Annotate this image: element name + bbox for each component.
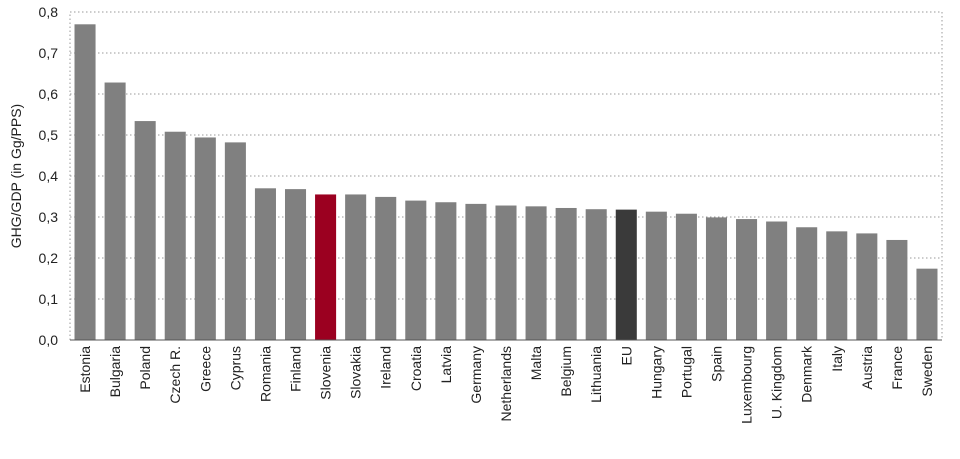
- x-tick-label: Slovakia: [348, 346, 364, 399]
- x-tick-label: Spain: [708, 346, 724, 382]
- y-tick-label: 0,8: [39, 4, 59, 20]
- bar-austria: [856, 233, 878, 340]
- x-tick-label: Romania: [257, 346, 273, 402]
- x-tick-label: Belgium: [558, 346, 574, 397]
- bar-sweden: [916, 268, 938, 340]
- x-tick-label: Lithuania: [588, 346, 604, 403]
- x-tick-label: Denmark: [799, 345, 815, 403]
- bar-eu: [615, 209, 637, 340]
- bar-lithuania: [585, 209, 607, 340]
- x-tick-label: Estonia: [77, 346, 93, 393]
- bar-luxembourg: [736, 219, 758, 340]
- x-tick-label: Netherlands: [498, 346, 514, 422]
- x-tick-label: Finland: [288, 346, 304, 392]
- bar-germany: [465, 203, 487, 340]
- y-tick-label: 0,0: [39, 332, 59, 348]
- x-tick-label: Luxembourg: [739, 346, 755, 424]
- bar-estonia: [74, 24, 96, 341]
- x-tick-label: U. Kingdom: [769, 346, 785, 419]
- bar-belgium: [555, 207, 577, 340]
- bar-hungary: [645, 211, 667, 340]
- y-axis-ticks: 0,0 0,1 0,2 0,3 0,4 0,5 0,6 0,7 0,8: [39, 4, 59, 348]
- bar-u-kingdom: [766, 221, 788, 340]
- y-tick-label: 0,7: [39, 45, 59, 61]
- x-tick-label: Austria: [859, 346, 875, 390]
- bar-netherlands: [495, 205, 517, 340]
- x-tick-label: Greece: [197, 346, 213, 392]
- y-tick-label: 0,3: [39, 209, 59, 225]
- bar-cyprus: [224, 142, 246, 340]
- x-tick-label: Hungary: [648, 346, 664, 399]
- bar-latvia: [435, 202, 457, 340]
- x-tick-label: EU: [618, 346, 634, 365]
- x-tick-label: France: [889, 346, 905, 390]
- x-tick-label: Germany: [468, 346, 484, 404]
- y-tick-label: 0,4: [39, 168, 59, 184]
- y-tick-label: 0,5: [39, 127, 59, 143]
- bar-croatia: [405, 200, 427, 340]
- bar-bulgaria: [104, 82, 126, 341]
- y-axis-title: GHG/GDP (in Gg/PPS): [8, 104, 24, 248]
- bar-czech-r: [164, 131, 186, 340]
- y-tick-label: 0,2: [39, 250, 59, 266]
- x-tick-label: Croatia: [408, 346, 424, 391]
- bar-greece: [194, 137, 216, 340]
- bar-denmark: [796, 227, 818, 340]
- bar-slovenia: [315, 194, 337, 340]
- bars: [74, 24, 938, 341]
- bar-ireland: [375, 196, 397, 340]
- bar-slovakia: [345, 194, 367, 340]
- x-tick-label: Portugal: [678, 346, 694, 398]
- x-tick-label: Malta: [528, 346, 544, 380]
- x-tick-label: Poland: [137, 346, 153, 390]
- bar-finland: [284, 189, 307, 340]
- bar-malta: [525, 206, 547, 340]
- x-tick-label: Italy: [829, 346, 845, 372]
- bar-poland: [134, 121, 156, 340]
- x-tick-label: Cyprus: [227, 346, 243, 390]
- x-tick-label: Bulgaria: [107, 346, 123, 398]
- y-tick-label: 0,6: [39, 86, 59, 102]
- x-tick-label: Ireland: [378, 346, 394, 389]
- y-tick-label: 0,1: [39, 291, 59, 307]
- bar-romania: [254, 188, 276, 340]
- bar-italy: [826, 231, 848, 340]
- bar-france: [886, 239, 908, 340]
- x-tick-label: Slovenia: [318, 346, 334, 400]
- x-tick-label: Latvia: [438, 346, 454, 384]
- bar-portugal: [675, 213, 697, 340]
- x-axis-ticks: Estonia Bulgaria Poland Czech R. Greece Cypru…: [77, 345, 935, 424]
- x-tick-label: Czech R.: [167, 346, 183, 404]
- x-tick-label: Sweden: [919, 346, 935, 397]
- bar-spain: [705, 217, 728, 340]
